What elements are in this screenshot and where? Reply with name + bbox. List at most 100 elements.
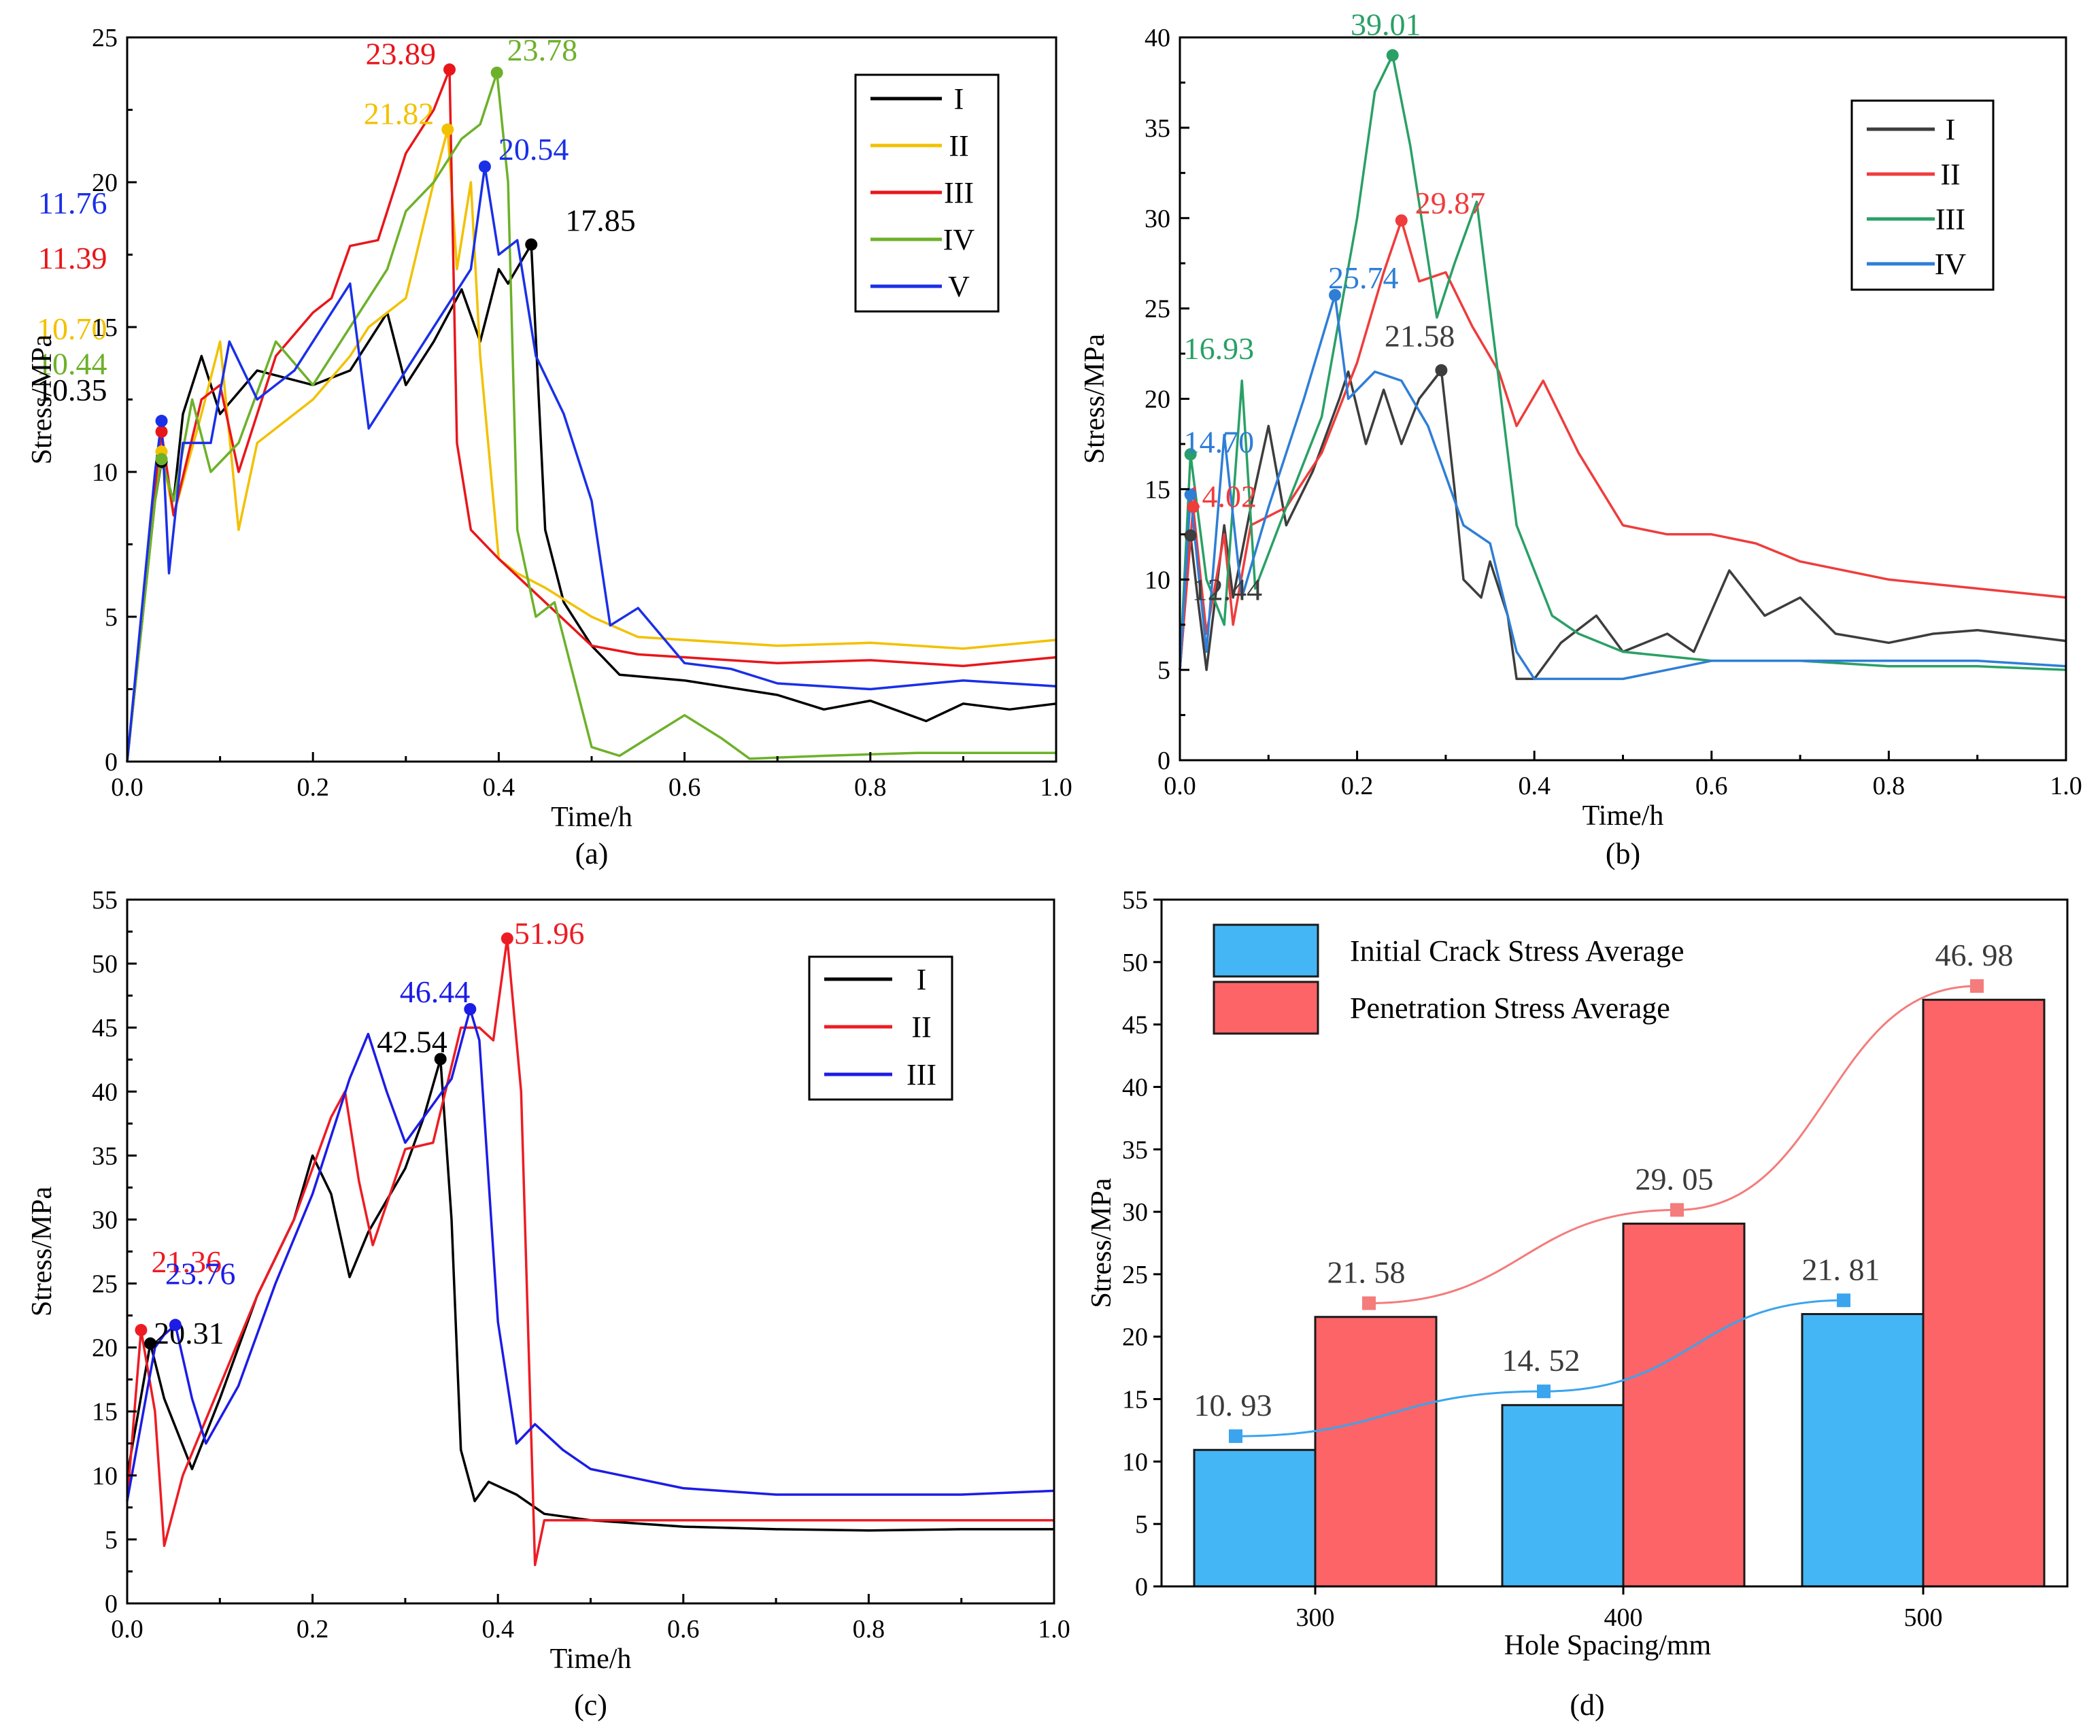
panel-label: (d) [1570,1688,1604,1722]
legend-entry: III [907,1058,936,1091]
bar-penetration-400 [1622,1223,1746,1588]
y-tick-label: 10 [1145,566,1170,594]
x-tick-label: 0.6 [1695,772,1728,800]
bar-penetration-300 [1314,1316,1438,1588]
peak-label: 10.35 [37,373,107,407]
x-axis-label: Time/h [551,802,632,833]
bar-value-label: 14. 52 [1502,1343,1580,1378]
series-line-a-4 [126,71,1056,762]
y-tick-label: 20 [1145,386,1170,414]
y-tick-label: 0 [105,1590,118,1618]
peak-marker [1435,364,1448,377]
y-axis-label: Stress/MPa [27,1186,58,1316]
bar-initial-crack-400 [1501,1403,1625,1588]
bar-value-label: 21. 58 [1327,1255,1406,1290]
panel-c: 20.31 42.54 21.36 51.96 23.76 46.44 0 5 10 15 20 25… [27,886,1070,1722]
peak-marker [1395,214,1408,227]
y-tick-label: 45 [92,1014,118,1042]
legend-entry: II [949,129,968,163]
legend-entry: Penetration Stress Average [1350,991,1670,1025]
peak-label: 39.01 [1351,7,1421,41]
x-tick-label: 0.0 [1164,772,1196,800]
peak-label: 20.31 [154,1316,224,1350]
y-tick-label: 35 [1122,1136,1148,1164]
peak-label: 51.96 [514,916,585,951]
peak-marker [155,415,168,428]
x-tick-label: 0.4 [483,773,515,802]
peak-marker [1386,49,1399,62]
peak-label: 46.44 [400,974,471,1009]
x-tick-label: 500 [1904,1603,1943,1632]
x-tick-label: 0.2 [297,1615,329,1644]
y-tick-label: 15 [1145,475,1170,504]
peak-label: 23.76 [165,1257,236,1291]
peak-label: 14.02 [1187,479,1257,513]
x-tick-label: 0.6 [667,1615,700,1644]
bar-value-label: 46. 98 [1935,938,2014,972]
peak-label: 23.89 [366,36,437,71]
legend-entry: III [1935,203,1965,236]
peak-marker [1187,500,1200,513]
series-line-a-3 [126,68,1057,762]
peak-marker [478,160,491,173]
peak-marker [155,453,168,466]
legend-entry: II [1940,158,1960,191]
legend-entry: IV [1935,248,1967,281]
panel-label: (b) [1606,837,1640,870]
x-tick-label: 0.4 [481,1615,514,1644]
bar-initial-crack-300 [1193,1448,1317,1588]
panel-a: 10.3517.8510.7021.8211.3923.8910.4423.78… [27,24,1072,870]
x-tick-label: 1.0 [1040,773,1072,802]
y-tick-label: 15 [92,1398,118,1427]
x-tick-label: 0.2 [1341,772,1374,800]
peak-marker [443,63,456,76]
y-tick-label: 20 [92,1334,118,1363]
trend-marker [1229,1429,1242,1444]
peak-marker [1184,529,1197,542]
y-tick-label: 0 [1157,747,1170,775]
y-tick-label: 25 [1122,1261,1148,1289]
y-tick-label: 0 [105,748,118,777]
y-tick-label: 25 [92,1270,118,1299]
series-line-b-2 [1179,219,2067,670]
trend-marker [1970,979,1984,993]
peak-marker [1184,448,1197,461]
panel-d: 10. 93 14. 52 21. 81 21. 58 29. 05 46. 98 0 5 10… [1086,886,2069,1722]
legend-entry: II [911,1010,931,1044]
y-tick-label: 5 [105,603,118,632]
y-tick-label: 20 [1122,1323,1148,1352]
legend-box [1850,99,1995,291]
series-line-a-5 [126,165,1057,762]
legend: Initial Crack Stress Average Penetration … [1213,923,1684,1035]
y-tick-label: 15 [92,313,118,342]
series-line-b-4 [1179,294,2067,681]
series-line-c-2 [126,937,1054,1567]
peak-label: 21.36 [151,1244,222,1279]
x-tick-label: 1.0 [1038,1615,1070,1644]
y-tick-label: 30 [1145,205,1170,233]
y-tick-label: 45 [1122,1011,1148,1040]
bar-penetration-500 [1922,998,2046,1588]
trend-marker [1670,1203,1684,1217]
peak-marker [1329,288,1342,301]
panel-b: 12.44 21.58 14.02 29.87 16.93 39.01 14.70 25.74… [1079,7,2082,870]
y-tick-label: 55 [1122,886,1148,915]
legend-swatch [1213,981,1319,1035]
peak-label: 14.70 [1184,424,1255,459]
bar-value-label: 10. 93 [1194,1388,1272,1423]
series-line-c-3 [126,1008,1055,1501]
series-line-c-1 [126,1057,1054,1532]
peak-marker [501,932,513,945]
trend-marker [1537,1384,1551,1399]
peak-label: 42.54 [377,1024,447,1059]
y-tick-label: 50 [1122,949,1148,977]
x-tick-label: 0.0 [111,1615,143,1644]
y-tick-label: 55 [92,886,118,915]
y-axis-label: Stress/MPa [27,334,58,464]
trend-line-2 [1368,985,1978,1305]
peak-marker [155,425,168,438]
peak-label: 25.74 [1328,260,1398,295]
